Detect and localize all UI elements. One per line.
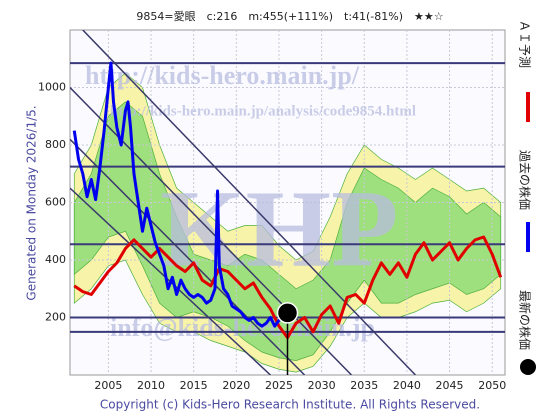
x-tick-label: 2040 xyxy=(393,379,421,392)
x-tick-label: 2035 xyxy=(350,379,378,392)
trend-line xyxy=(70,86,353,375)
x-tick-label: 2050 xyxy=(478,379,506,392)
x-tick-label: 2005 xyxy=(94,379,122,392)
trend-line xyxy=(70,138,306,375)
plot: http://kids-hero.main.jp/http://kids-her… xyxy=(70,30,505,375)
x-tick-label: 2030 xyxy=(308,379,336,392)
side-label: Generated on Monday 2026/1/5. xyxy=(25,105,39,300)
legend-label: ＡＩ予測 xyxy=(518,20,532,68)
watermark: KHP xyxy=(160,167,398,289)
y-tick-label: 400 xyxy=(45,253,66,266)
watermark: http://kids-hero.main.jp/analysis/code98… xyxy=(110,103,416,119)
trend-line xyxy=(82,30,416,375)
y-tick-label: 1000 xyxy=(38,81,66,94)
legend-label: 最新の株価 xyxy=(518,290,533,350)
x-tick-label: 2020 xyxy=(222,379,250,392)
x-tick-label: 2010 xyxy=(137,379,165,392)
price-line xyxy=(72,61,289,328)
watermark: http://kids-hero.main.jp/ xyxy=(85,61,360,90)
x-tick-label: 2025 xyxy=(265,379,293,392)
y-tick-label: 600 xyxy=(45,196,66,209)
footer: Copyright (c) Kids-Hero Research Institu… xyxy=(100,398,480,412)
legend-marker xyxy=(520,359,536,375)
chart-title: 9854=愛眼 c:216 m:455(+111%) t:41(-81%) ★★… xyxy=(136,10,443,23)
legend-label: 過去の株価 xyxy=(518,150,533,210)
x-tick-label: 2015 xyxy=(180,379,208,392)
latest-price xyxy=(276,302,299,324)
x-tick-label: 2045 xyxy=(436,379,464,392)
y-tick-label: 800 xyxy=(45,138,66,151)
y-tick-label: 200 xyxy=(45,311,66,324)
